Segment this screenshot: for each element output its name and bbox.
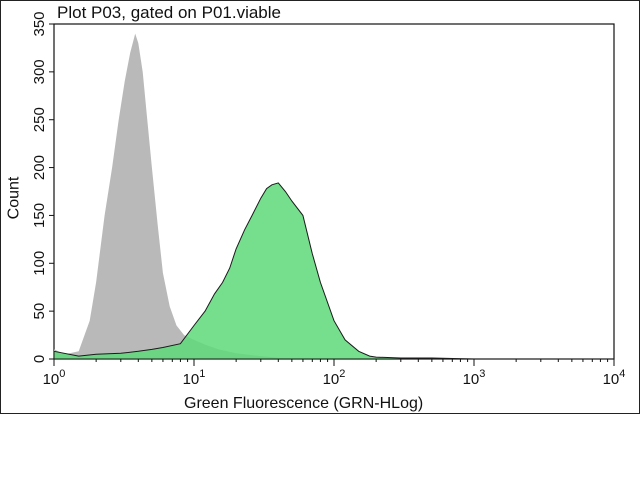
y-tick-label: 0 bbox=[31, 355, 48, 363]
y-tick-label: 100 bbox=[31, 251, 48, 276]
y-tick-label: 150 bbox=[31, 203, 48, 228]
y-tick-label: 50 bbox=[31, 303, 48, 320]
plot-title: Plot P03, gated on P01.viable bbox=[57, 3, 281, 22]
y-tick-label: 200 bbox=[31, 155, 48, 180]
x-tick-label: 100 bbox=[43, 368, 66, 388]
y-tick-label: 350 bbox=[31, 11, 48, 36]
x-axis-label: Green Fluorescence (GRN-HLog) bbox=[184, 395, 424, 412]
x-tick-label: 102 bbox=[323, 368, 346, 388]
y-tick-label: 300 bbox=[31, 59, 48, 84]
x-tick-label: 103 bbox=[463, 368, 486, 388]
x-tick-label: 104 bbox=[603, 368, 626, 388]
y-tick-label: 250 bbox=[31, 107, 48, 132]
series-control-area bbox=[54, 33, 292, 359]
x-tick-label: 101 bbox=[183, 368, 206, 388]
series-stained-area bbox=[53, 182, 614, 360]
